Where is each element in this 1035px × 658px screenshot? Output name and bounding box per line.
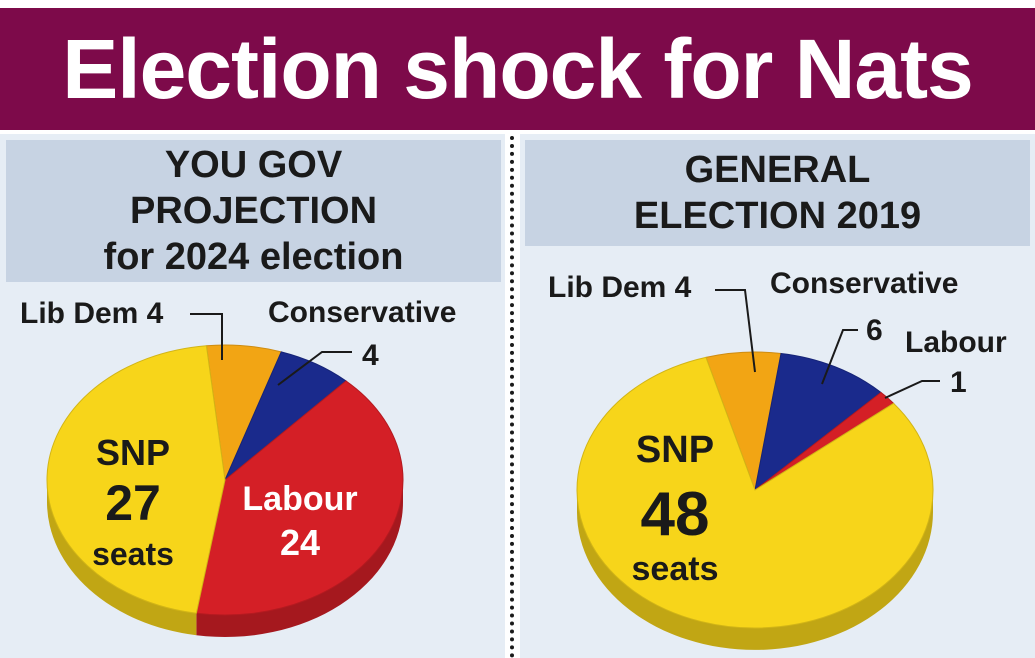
right-title-line-1: GENERAL bbox=[684, 149, 871, 191]
right-libdem-label: Lib Dem 4 bbox=[548, 271, 692, 304]
page-title: Election shock for Nats bbox=[62, 22, 974, 116]
title-banner bbox=[0, 8, 1035, 130]
right-snp-name: SNP bbox=[636, 429, 714, 471]
right-labour-leader bbox=[884, 380, 940, 399]
right-conservative-leader bbox=[821, 329, 858, 385]
left-title-line-3: for 2024 election bbox=[103, 236, 404, 278]
left-conservative-label: Conservative bbox=[268, 296, 456, 329]
pie-chart-2024-projection bbox=[46, 344, 404, 637]
pie-slice-snp bbox=[46, 345, 226, 614]
pie-slice-conservative bbox=[754, 352, 882, 492]
left-libdem-label: Lib Dem 4 bbox=[20, 297, 164, 330]
left-title-line-1: YOU GOV bbox=[164, 144, 343, 186]
pie-chart-2019-election bbox=[576, 351, 934, 650]
pie-side-labour bbox=[196, 480, 403, 637]
right-snp-value: 48 bbox=[641, 480, 710, 549]
pie-slice-snp bbox=[576, 356, 934, 629]
left-snp-name: SNP bbox=[96, 432, 170, 473]
left-conservative-value: 4 bbox=[362, 339, 379, 372]
right-labour-name: Labour bbox=[905, 326, 1007, 359]
right-title-line-2: ELECTION 2019 bbox=[633, 195, 922, 237]
pie-side-snp bbox=[47, 480, 197, 636]
left-title-line-2: PROJECTION bbox=[129, 190, 378, 232]
left-libdem-leader bbox=[190, 313, 223, 360]
right-conservative-label: Conservative bbox=[770, 267, 958, 300]
right-chart-title: GENERAL ELECTION 2019 bbox=[525, 140, 1030, 246]
right-snp-unit: seats bbox=[632, 550, 719, 588]
right-labels: Lib Dem 4 Conservative 6 Labour 1 SNP 48… bbox=[548, 267, 1007, 588]
panel-divider bbox=[510, 136, 514, 658]
left-labour-value: 24 bbox=[280, 522, 320, 563]
left-snp-unit: seats bbox=[92, 536, 174, 572]
right-libdem-leader bbox=[715, 289, 756, 373]
right-labour-value: 1 bbox=[950, 366, 967, 399]
left-labels: Lib Dem 4 Conservative 4 SNP 27 seats La… bbox=[20, 296, 456, 572]
left-conservative-leader bbox=[277, 351, 352, 386]
left-snp-value: 27 bbox=[105, 475, 161, 531]
right-conservative-value: 6 bbox=[866, 314, 883, 347]
left-chart-title: YOU GOV PROJECTION for 2024 election bbox=[6, 140, 501, 282]
left-labour-name: Labour bbox=[242, 480, 357, 518]
pie-slice-labour bbox=[195, 380, 404, 616]
